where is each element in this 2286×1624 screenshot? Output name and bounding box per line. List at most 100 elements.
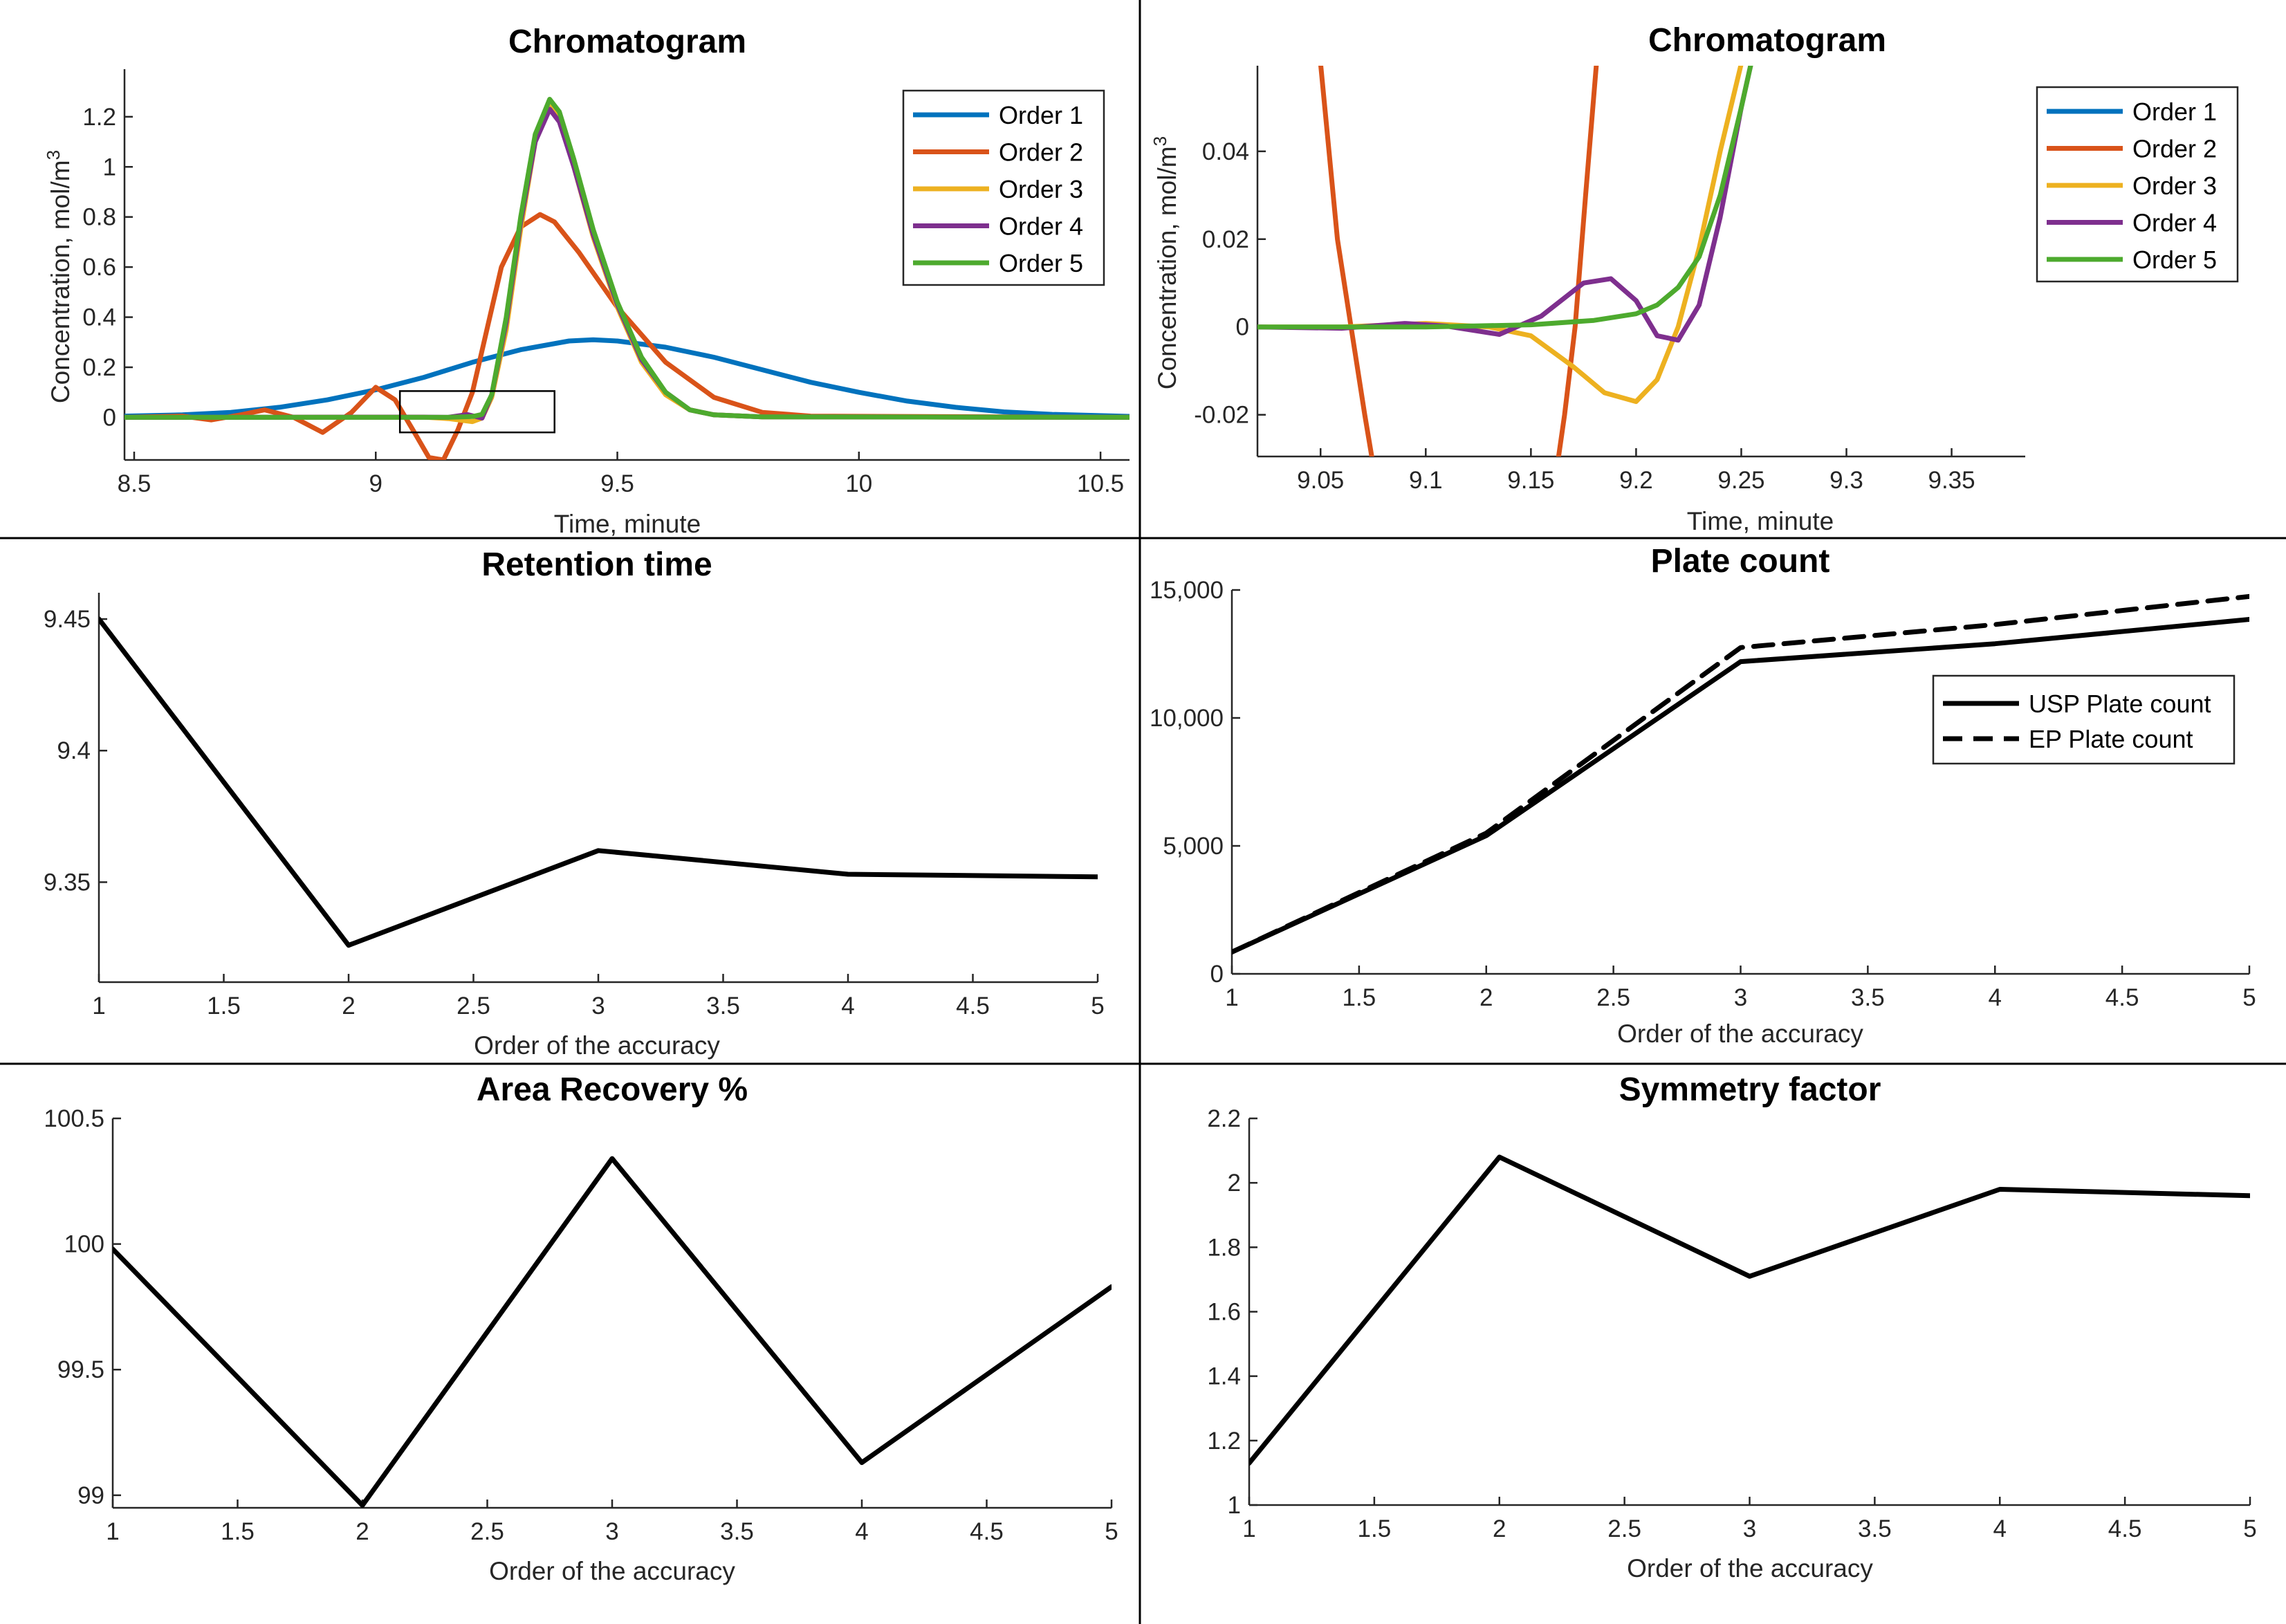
series-line-order-2 xyxy=(125,212,1130,460)
x-axis-label: Order of the accuracy xyxy=(489,1557,735,1585)
series-line-order-2 xyxy=(1318,66,1599,456)
y-tick-label: 99 xyxy=(77,1482,104,1509)
x-axis-label: Time, minute xyxy=(1687,507,1834,535)
legend-label: Order 4 xyxy=(999,212,1083,241)
x-tick-label: 1 xyxy=(92,993,105,1019)
x-tick-label: 9 xyxy=(369,470,382,497)
chromatogram-zoom-panel: Chromatogram Time, minute Concentration,… xyxy=(1150,22,2239,535)
x-tick-label: 1 xyxy=(1225,984,1238,1011)
legend-label: Order 2 xyxy=(2132,135,2217,163)
y-tick-label: -0.02 xyxy=(1194,402,1249,429)
x-tick-label: 9.05 xyxy=(1297,467,1344,494)
series-line-order-5 xyxy=(1257,66,1753,330)
x-tick-label: 10.5 xyxy=(1077,470,1124,497)
chart-title: Symmetry factor xyxy=(1619,1071,1881,1108)
y-tick-label: 1 xyxy=(103,154,116,181)
x-tick-label: 5 xyxy=(1091,993,1104,1019)
x-tick-label: 4.5 xyxy=(956,993,990,1019)
x-tick-label: 3.5 xyxy=(720,1518,754,1545)
x-tick-label: 4 xyxy=(841,993,854,1019)
x-tick-label: 2 xyxy=(356,1518,369,1545)
chart-title: Plate count xyxy=(1651,543,1830,580)
y-tick-label: 1.2 xyxy=(1207,1428,1241,1455)
y-tick-label: 100.5 xyxy=(44,1105,104,1132)
x-tick-label: 5 xyxy=(1105,1518,1118,1545)
x-tick-label: 2.5 xyxy=(1596,984,1630,1011)
x-tick-label: 2 xyxy=(1493,1515,1506,1542)
x-tick-label: 2 xyxy=(1480,984,1493,1011)
y-tick-label: 0 xyxy=(1236,314,1249,341)
plate-count-panel: Plate count Order of the accuracy 1 1.5 2 2… xyxy=(1150,543,2256,1048)
x-tick-label: 1.5 xyxy=(1343,984,1376,1011)
x-tick-label: 4 xyxy=(1989,984,2002,1011)
x-axis-label: Order of the accuracy xyxy=(474,1031,720,1060)
x-tick-label: 9.1 xyxy=(1409,467,1443,494)
series-group xyxy=(1257,66,1753,456)
series-line-order-1 xyxy=(125,337,1130,419)
y-tick-label: 0.04 xyxy=(1202,138,1249,165)
y-tick-label: 9.35 xyxy=(44,869,91,896)
legend-label: Order 4 xyxy=(2132,209,2217,237)
legend-label: Order 3 xyxy=(999,175,1083,203)
x-tick-label: 4.5 xyxy=(970,1518,1004,1545)
series-group xyxy=(113,1156,1112,1508)
x-tick-label: 1.5 xyxy=(1358,1515,1392,1542)
x-axis-label: Time, minute xyxy=(554,510,701,538)
x-tick-label: 5 xyxy=(2242,984,2256,1011)
x-tick-label: 9.3 xyxy=(1829,467,1863,494)
x-tick-label: 3.5 xyxy=(1858,1515,1892,1542)
legend-box xyxy=(1932,674,2236,765)
series-line-order-5 xyxy=(125,97,1130,420)
series-line-ep-plate-count xyxy=(1232,593,2249,954)
x-tick-label: 3 xyxy=(1743,1515,1756,1542)
legend-label: USP Plate count xyxy=(2029,690,2211,718)
x-tick-label: 3.5 xyxy=(1851,984,1885,1011)
x-tick-label: 4.5 xyxy=(2105,984,2139,1011)
y-tick-label: 10,000 xyxy=(1150,705,1224,732)
x-tick-label: 4 xyxy=(855,1518,868,1545)
legend-label: Order 3 xyxy=(2132,172,2217,200)
retention-time-panel: Retention time Order of the accuracy 1 1.… xyxy=(44,546,1105,1060)
y-tick-label: 0.02 xyxy=(1202,226,1249,253)
y-axis-label: Concentration, mol/m3 xyxy=(1150,136,1181,389)
x-axis-label: Order of the accuracy xyxy=(1617,1019,1863,1048)
x-tick-label: 2 xyxy=(342,993,355,1019)
series-group xyxy=(1249,1154,2250,1466)
x-tick-label: 3.5 xyxy=(706,993,740,1019)
x-tick-label: 5 xyxy=(2243,1515,2256,1542)
y-tick-label: 0 xyxy=(1210,961,1224,988)
y-tick-label: 9.45 xyxy=(44,606,91,633)
legend-label: Order 5 xyxy=(999,249,1083,277)
chart-title: Area Recovery % xyxy=(477,1071,748,1108)
y-tick-label: 1.8 xyxy=(1207,1234,1241,1261)
y-axis-label: Concentration, mol/m3 xyxy=(43,150,75,403)
x-tick-label: 9.2 xyxy=(1619,467,1653,494)
series-group xyxy=(99,616,1098,948)
y-tick-label: 100 xyxy=(64,1231,104,1258)
y-tick-label: 9.4 xyxy=(57,737,91,764)
chromatogram-main-panel: Chromatogram Time, minute Concentration,… xyxy=(43,24,1130,538)
x-tick-label: 1 xyxy=(106,1518,119,1545)
legend-label: EP Plate count xyxy=(2029,725,2193,753)
chart-title: Chromatogram xyxy=(508,24,746,60)
x-tick-label: 1 xyxy=(1242,1515,1255,1542)
x-tick-label: 1.5 xyxy=(207,993,241,1019)
y-tick-label: 99.5 xyxy=(57,1356,104,1383)
series-line-order-4 xyxy=(1257,66,1753,343)
y-tick-label: 5,000 xyxy=(1163,833,1224,860)
y-tick-label: 1.6 xyxy=(1207,1299,1241,1326)
x-tick-label: 4 xyxy=(1993,1515,2007,1542)
y-tick-label: 15,000 xyxy=(1150,577,1224,604)
x-tick-label: 2.5 xyxy=(470,1518,504,1545)
area-recovery-panel: Area Recovery % Order of the accuracy 1 1… xyxy=(44,1071,1118,1585)
x-tick-label: 3 xyxy=(1734,984,1747,1011)
x-tick-label: 9.25 xyxy=(1717,467,1764,494)
legend: Order 1 Order 2 Order 3 Order 4 Order 5 xyxy=(902,89,1105,286)
x-tick-label: 1.5 xyxy=(221,1518,255,1545)
y-tick-label: 0.4 xyxy=(82,304,116,331)
x-tick-label: 2.5 xyxy=(457,993,490,1019)
series-group xyxy=(1232,593,2249,954)
y-tick-label: 0.6 xyxy=(82,254,116,281)
